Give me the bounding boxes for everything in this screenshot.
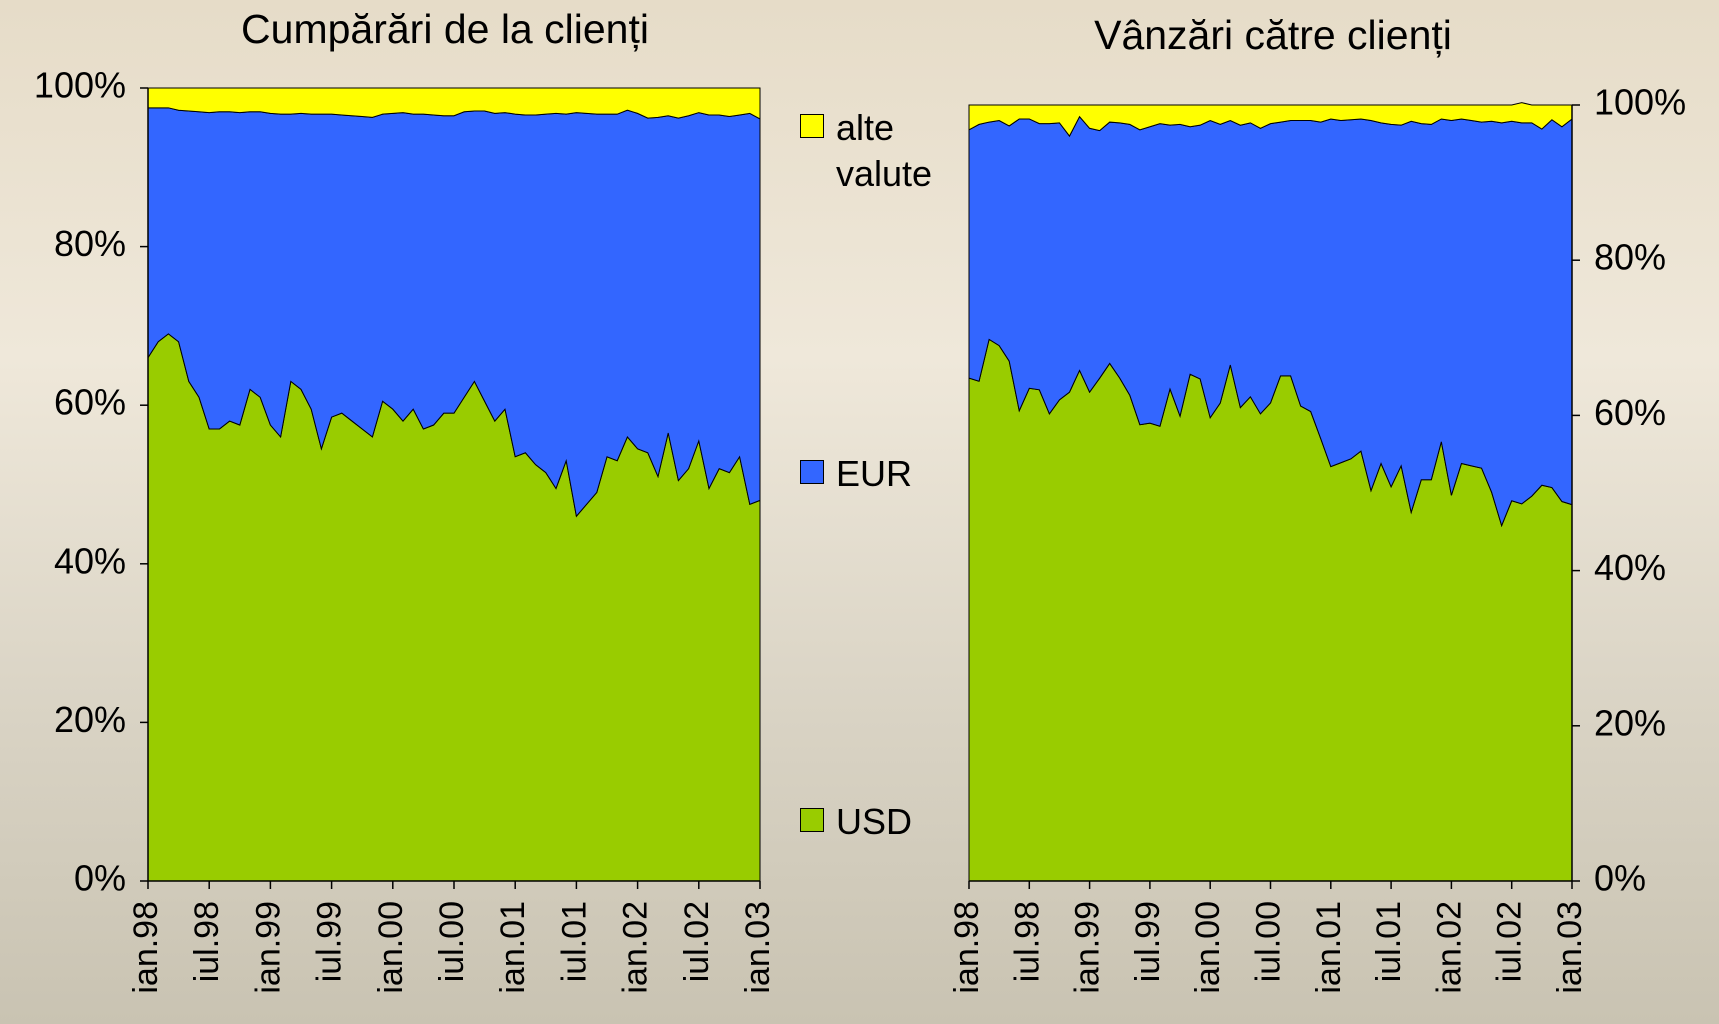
x-tick-label: ian.02 — [617, 901, 655, 994]
x-tick-label: ian.01 — [1310, 901, 1348, 994]
legend-label: alte valute — [836, 105, 946, 197]
legend-item: alte valute — [800, 105, 946, 197]
x-tick-label: iul.98 — [188, 901, 226, 982]
x-tick-label: ian.99 — [1069, 901, 1107, 994]
y-tick-label: 80% — [1594, 237, 1666, 278]
chart-title: Vânzări către clienți — [1094, 12, 1452, 58]
y-tick-label: 40% — [1594, 547, 1666, 588]
legend-item: EUR — [800, 451, 946, 497]
x-tick-label: iul.01 — [555, 901, 593, 982]
y-tick-label: 0% — [1594, 858, 1646, 899]
legend-item: USD — [800, 799, 946, 845]
page: {"chart_data": [ {"type": "area", "stack… — [0, 0, 1719, 1024]
y-tick-label: 20% — [1594, 702, 1666, 743]
x-tick-label: ian.03 — [739, 901, 777, 994]
x-tick-label: iul.99 — [311, 901, 349, 982]
x-tick-label: iul.98 — [1008, 901, 1046, 982]
x-tick-label: iul.02 — [678, 901, 716, 982]
y-tick-label: 100% — [34, 65, 126, 106]
x-tick-label: ian.01 — [494, 901, 532, 994]
x-tick-label: ian.98 — [948, 901, 986, 994]
legend-label: USD — [836, 799, 946, 845]
legend-swatch — [800, 114, 824, 138]
legend-swatch — [800, 460, 824, 484]
y-tick-label: 100% — [1594, 82, 1686, 123]
y-tick-label: 60% — [1594, 392, 1666, 433]
y-tick-label: 20% — [54, 699, 126, 740]
chart-title: Cumpărări de la clienți — [241, 6, 649, 52]
x-tick-label: iul.02 — [1491, 901, 1529, 982]
legend-label: EUR — [836, 451, 946, 497]
y-tick-label: 0% — [74, 858, 126, 899]
x-tick-label: ian.00 — [1189, 901, 1227, 994]
y-tick-label: 40% — [54, 540, 126, 581]
x-tick-label: iul.01 — [1370, 901, 1408, 982]
x-tick-label: ian.02 — [1430, 901, 1468, 994]
x-tick-label: ian.00 — [372, 901, 410, 994]
y-tick-label: 80% — [54, 223, 126, 264]
x-tick-label: iul.00 — [433, 901, 471, 982]
x-tick-label: ian.98 — [127, 901, 165, 994]
x-tick-label: iul.00 — [1249, 901, 1287, 982]
y-tick-label: 60% — [54, 382, 126, 423]
x-tick-label: iul.99 — [1129, 901, 1167, 982]
x-tick-label: ian.03 — [1551, 901, 1589, 994]
x-tick-label: ian.99 — [249, 901, 287, 994]
legend-swatch — [800, 808, 824, 832]
